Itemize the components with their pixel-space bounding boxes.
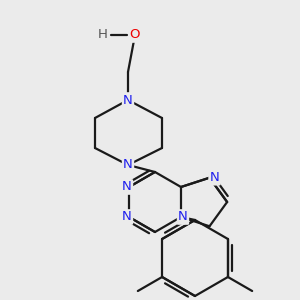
Text: N: N: [122, 181, 132, 194]
Text: N: N: [123, 158, 133, 172]
Text: N: N: [123, 94, 133, 106]
Text: O: O: [130, 28, 140, 41]
Text: H: H: [98, 28, 108, 41]
Text: N: N: [122, 211, 132, 224]
Text: N: N: [210, 171, 219, 184]
Text: N: N: [178, 211, 188, 224]
